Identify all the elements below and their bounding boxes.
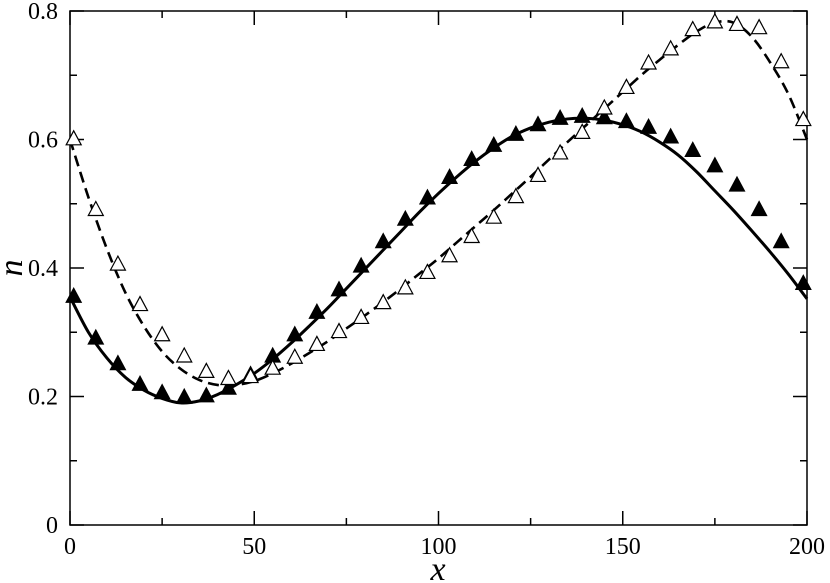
open-triangle-marker	[706, 12, 724, 29]
series-line	[68, 19, 809, 387]
solid-series	[65, 107, 812, 405]
open-triangle-marker	[463, 227, 481, 244]
open-triangle-marker	[794, 110, 812, 127]
x-tick-label: 150	[605, 534, 641, 560]
filled-triangle-marker	[374, 232, 392, 249]
open-triangle-marker	[684, 20, 702, 37]
y-tick-label: 0.2	[28, 385, 58, 411]
filled-triangle-marker	[662, 127, 680, 144]
open-triangle-marker	[595, 98, 613, 115]
series-layer	[65, 12, 812, 405]
x-axis-title: x	[429, 551, 445, 583]
filled-triangle-marker	[153, 383, 171, 400]
filled-triangle-marker	[441, 168, 459, 184]
open-triangle-marker	[242, 367, 260, 384]
filled-triangle-marker	[131, 374, 149, 391]
open-triangle-marker	[485, 207, 503, 224]
open-triangle-marker	[396, 278, 414, 295]
filled-triangle-marker	[529, 115, 547, 132]
open-triangle-marker	[507, 187, 525, 204]
y-tick-label: 0.8	[28, 0, 58, 25]
open-triangle-marker	[418, 263, 436, 280]
filled-triangle-marker	[706, 156, 724, 173]
open-triangle-marker	[352, 308, 370, 325]
open-triangle-marker	[109, 254, 127, 271]
filled-triangle-marker	[286, 325, 304, 342]
filled-triangle-marker	[551, 108, 569, 125]
open-triangle-marker	[65, 129, 83, 146]
filled-triangle-marker	[396, 209, 414, 226]
plot-frame	[69, 10, 808, 526]
open-triangle-marker	[374, 293, 392, 310]
open-triangle-marker	[308, 335, 326, 352]
open-triangle-marker	[197, 362, 215, 379]
filled-triangle-marker	[772, 232, 790, 249]
filled-triangle-marker	[617, 112, 635, 129]
filled-triangle-marker	[418, 188, 436, 205]
filled-triangle-marker	[728, 175, 746, 192]
filled-triangle-marker	[485, 135, 503, 152]
open-triangle-marker	[87, 200, 105, 217]
tick-labels: 0 50 100 150 200 0 0.2 0.4 0.6 0.8	[28, 0, 825, 560]
open-triangle-marker	[330, 322, 348, 339]
axis-ticks	[69, 10, 808, 526]
open-triangle-marker	[573, 123, 591, 139]
filled-triangle-marker	[595, 108, 613, 125]
open-triangle-marker	[529, 166, 547, 183]
dashed-series	[65, 12, 812, 387]
x-tick-label: 100	[421, 534, 457, 560]
x-tick-label: 50	[242, 534, 266, 560]
filled-triangle-marker	[65, 286, 83, 303]
filled-triangle-marker	[219, 378, 237, 395]
filled-triangle-marker	[87, 328, 105, 345]
filled-triangle-marker	[794, 274, 812, 290]
open-triangle-marker	[264, 358, 282, 375]
filled-triangle-marker	[308, 303, 326, 319]
open-triangle-marker	[750, 18, 768, 35]
x-tick-label: 200	[789, 534, 825, 560]
open-triangle-marker	[772, 52, 790, 69]
filled-triangle-marker	[197, 386, 215, 403]
filled-triangle-marker	[352, 256, 370, 273]
filled-triangle-marker	[507, 125, 525, 141]
open-triangle-marker	[286, 347, 304, 364]
y-tick-label: 0.6	[28, 128, 58, 154]
open-triangle-marker	[728, 15, 746, 32]
open-triangle-marker	[640, 53, 658, 70]
y-tick-label: 0.4	[28, 256, 58, 282]
open-triangle-marker	[175, 346, 193, 363]
open-triangle-marker	[551, 143, 569, 160]
filled-triangle-marker	[330, 280, 348, 297]
y-tick-label: 0	[46, 513, 58, 539]
filled-triangle-marker	[109, 354, 127, 371]
filled-triangle-marker	[640, 117, 658, 134]
open-triangle-marker	[153, 325, 171, 342]
filled-triangle-marker	[463, 150, 481, 166]
filled-triangle-marker	[750, 200, 768, 217]
filled-triangle-marker	[175, 387, 193, 404]
y-axis-title: n	[0, 260, 30, 277]
filled-triangle-marker	[684, 141, 702, 157]
x-tick-label: 0	[64, 534, 76, 560]
open-triangle-marker	[219, 369, 237, 386]
open-triangle-marker	[662, 39, 680, 56]
open-triangle-marker	[441, 246, 459, 263]
filled-triangle-marker	[573, 107, 591, 123]
open-triangle-marker	[131, 295, 149, 312]
series-line	[68, 116, 809, 405]
open-triangle-marker	[617, 78, 635, 95]
